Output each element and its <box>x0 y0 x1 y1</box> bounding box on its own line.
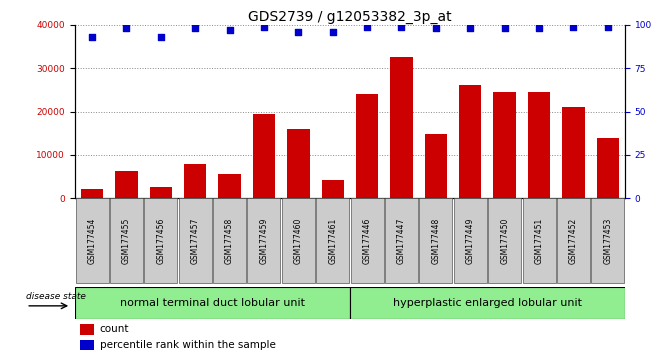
Bar <box>591 198 624 283</box>
Text: GSM177447: GSM177447 <box>397 217 406 264</box>
Text: GSM177453: GSM177453 <box>603 217 613 264</box>
Bar <box>184 164 206 198</box>
Title: GDS2739 / g12053382_3p_at: GDS2739 / g12053382_3p_at <box>248 10 452 24</box>
Text: GSM177454: GSM177454 <box>87 217 96 264</box>
Point <box>534 25 544 31</box>
Text: percentile rank within the sample: percentile rank within the sample <box>100 340 275 350</box>
Bar <box>528 92 550 198</box>
Bar <box>391 57 413 198</box>
Bar <box>356 94 378 198</box>
Bar <box>316 198 349 283</box>
Point <box>568 24 579 29</box>
Point <box>396 24 407 29</box>
Text: GSM177461: GSM177461 <box>328 218 337 264</box>
Text: GSM177457: GSM177457 <box>191 217 200 264</box>
Bar <box>424 134 447 198</box>
Bar <box>385 198 418 283</box>
Bar <box>454 198 487 283</box>
Bar <box>282 198 315 283</box>
Point <box>225 27 235 33</box>
Text: disease state: disease state <box>26 292 86 301</box>
Text: GSM177449: GSM177449 <box>465 217 475 264</box>
Text: GSM177458: GSM177458 <box>225 218 234 264</box>
Bar <box>287 129 309 198</box>
Bar <box>596 137 619 198</box>
Text: GSM177455: GSM177455 <box>122 217 131 264</box>
Point <box>603 24 613 29</box>
Text: GSM177446: GSM177446 <box>363 217 372 264</box>
Bar <box>145 198 177 283</box>
Bar <box>81 189 104 198</box>
Bar <box>322 180 344 198</box>
Bar <box>419 198 452 283</box>
Text: GSM177460: GSM177460 <box>294 217 303 264</box>
Text: GSM177452: GSM177452 <box>569 218 578 264</box>
Point <box>156 34 166 40</box>
Bar <box>350 287 625 319</box>
Text: count: count <box>100 324 129 334</box>
Point <box>87 34 97 40</box>
Bar <box>247 198 281 283</box>
Bar <box>523 198 555 283</box>
Bar <box>218 175 241 198</box>
Point <box>431 25 441 31</box>
Bar <box>110 198 143 283</box>
Point <box>362 24 372 29</box>
Point <box>190 25 201 31</box>
Point <box>327 29 338 35</box>
Bar <box>459 85 482 198</box>
Bar <box>115 171 137 198</box>
Bar <box>493 92 516 198</box>
Bar <box>80 324 94 335</box>
Text: GSM177459: GSM177459 <box>260 217 268 264</box>
Bar <box>488 198 521 283</box>
Bar <box>253 114 275 198</box>
Text: hyperplastic enlarged lobular unit: hyperplastic enlarged lobular unit <box>393 298 582 308</box>
Text: normal terminal duct lobular unit: normal terminal duct lobular unit <box>120 298 305 308</box>
Point <box>258 24 269 29</box>
Bar <box>213 198 246 283</box>
Text: GSM177451: GSM177451 <box>534 218 544 264</box>
Bar <box>351 198 383 283</box>
Text: GSM177448: GSM177448 <box>432 218 440 264</box>
Bar <box>76 198 109 283</box>
Bar <box>562 107 585 198</box>
Bar <box>75 287 350 319</box>
Point <box>465 25 475 31</box>
Point <box>121 25 132 31</box>
Point <box>499 25 510 31</box>
Bar <box>80 340 94 350</box>
Text: GSM177450: GSM177450 <box>500 217 509 264</box>
Bar <box>557 198 590 283</box>
Bar <box>150 187 172 198</box>
Text: GSM177456: GSM177456 <box>156 217 165 264</box>
Point <box>293 29 303 35</box>
Bar <box>178 198 212 283</box>
